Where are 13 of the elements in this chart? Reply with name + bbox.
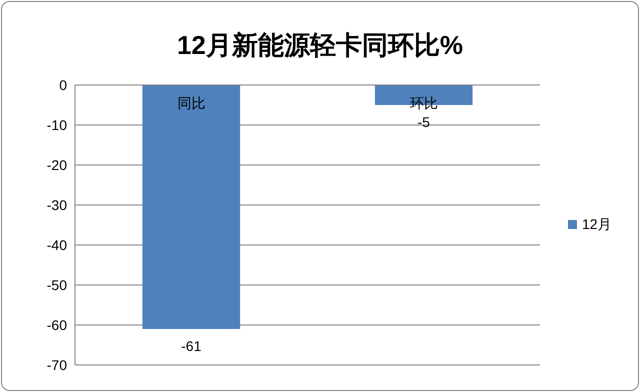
y-tick-label: -70 — [46, 357, 68, 373]
y-tick-label: -10 — [46, 117, 68, 133]
legend-label: 12月 — [582, 216, 612, 232]
chart-title: 12月新能源轻卡同环比% — [176, 30, 464, 60]
y-tick-label: -60 — [46, 317, 68, 333]
data-label: -61 — [181, 338, 202, 354]
y-tick-label: -20 — [46, 157, 68, 173]
y-tick-label: 0 — [59, 77, 68, 93]
y-tick-label: -40 — [46, 237, 68, 253]
y-tick-label: -50 — [46, 277, 68, 293]
y-tick-label: -30 — [46, 197, 68, 213]
data-label: -5 — [418, 114, 430, 130]
x-tick-label: 同比 — [177, 95, 206, 111]
